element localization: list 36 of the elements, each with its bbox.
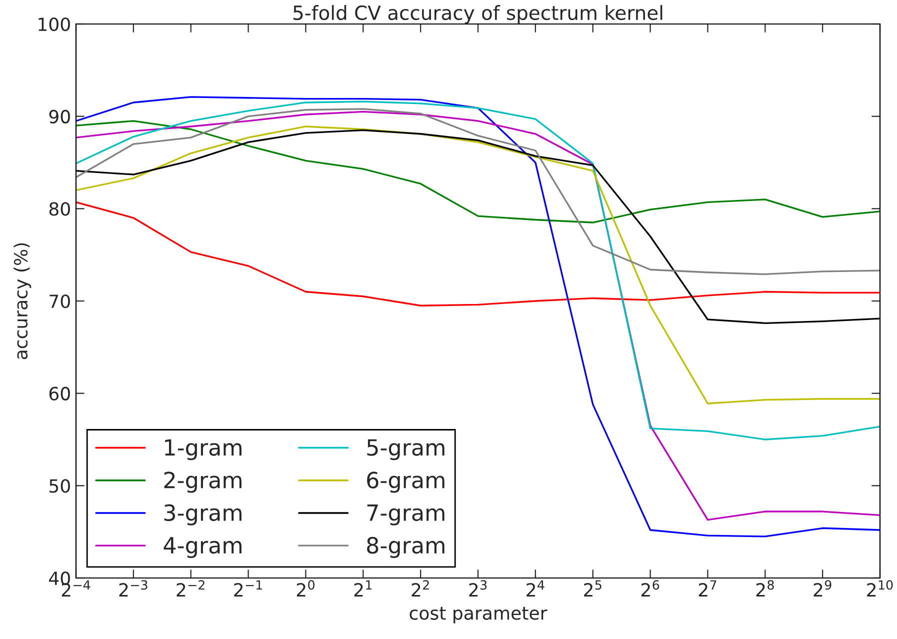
x-tick-label: 2$^{−3}$ <box>119 580 148 596</box>
legend-label: 4-gram <box>164 537 242 558</box>
x-tick-label: 2$^{2}$ <box>412 580 429 596</box>
line-series <box>76 120 880 224</box>
y-tick-label: 50 <box>50 479 70 493</box>
legend-label: 8-gram <box>367 536 444 558</box>
x-tick-label: 2$^{10}$ <box>867 580 893 596</box>
x-tick-label: 2$^{−1}$ <box>234 580 262 596</box>
x-tick-label: 2$^{7}$ <box>698 580 716 596</box>
chart-title: 5-fold CV accuracy of spectrum kernel <box>294 5 662 24</box>
x-tick-label: 2$^{8}$ <box>756 580 774 596</box>
y-tick-label: 60 <box>49 386 70 400</box>
y-tick-label: 100 <box>38 17 70 32</box>
line-series <box>76 108 880 276</box>
legend-label: 5-gram <box>367 439 444 460</box>
x-tick-label: 2$^{4}$ <box>526 580 544 596</box>
x-tick-label: 2$^{0}$ <box>296 580 314 596</box>
x-tick-label: 2$^{3}$ <box>469 580 487 596</box>
x-tick-label: 2$^{−2}$ <box>176 580 204 596</box>
y-tick-label: 90 <box>49 110 70 124</box>
line-series <box>76 126 880 404</box>
y-axis-title: accuracy (%) <box>14 243 32 360</box>
x-axis-title: cost parameter <box>410 606 548 624</box>
legend-label: 6-gram <box>367 472 444 493</box>
line-series <box>76 201 880 306</box>
y-tick-label: 70 <box>50 294 70 308</box>
legend-label: 2-gram <box>164 472 242 493</box>
x-tick-label: 2$^{5}$ <box>584 580 602 596</box>
x-tick-label: 2$^{6}$ <box>642 580 660 596</box>
x-tick-label: 2$^{1}$ <box>354 580 372 596</box>
line-series <box>76 100 880 440</box>
x-tick-label: 2$^{9}$ <box>814 580 832 596</box>
legend-label: 3-gram <box>164 504 242 526</box>
legend-label: 7-gram <box>367 504 444 526</box>
legend-label: 1-gram <box>165 439 242 460</box>
y-tick-label: 80 <box>49 202 70 216</box>
